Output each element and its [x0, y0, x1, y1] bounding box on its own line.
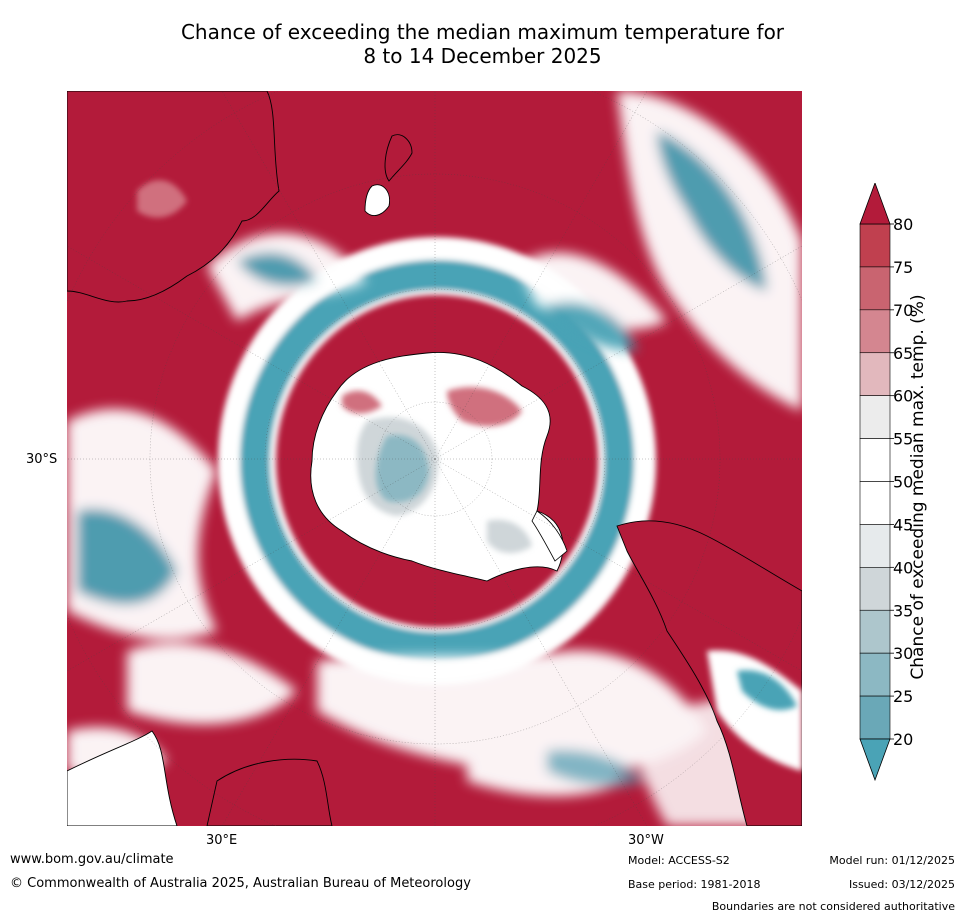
lat-label-30s: 30°S: [26, 452, 58, 467]
colorbar-band: [859, 524, 891, 568]
colorbar-band: [859, 395, 891, 439]
colorbar-tick-label: 80: [893, 215, 913, 234]
polar-map: [67, 91, 802, 826]
colorbar-tick-label: 55: [893, 430, 913, 449]
title-line-2: 8 to 14 December 2025: [363, 44, 602, 68]
colorbar-tick-label: 70: [893, 301, 913, 320]
footer-issued: Issued: 03/12/2025: [848, 878, 955, 891]
colorbar-bands: [859, 223, 891, 740]
new-zealand: [364, 134, 413, 217]
colorbar-top-triangle: [859, 183, 891, 225]
footer-model: Model: ACCESS-S2: [628, 854, 730, 867]
footer-disclaimer: Boundaries are not considered authoritat…: [711, 900, 955, 913]
colorbar-band: [859, 609, 891, 654]
colorbar-tick-label: 45: [893, 515, 913, 534]
colorbar-band: [859, 652, 891, 697]
title-line-1: Chance of exceeding the median maximum t…: [180, 20, 785, 44]
colorbar-band: [859, 438, 891, 482]
southern-ocean-ring: [218, 237, 656, 685]
colorbar-tick-label: 30: [893, 644, 913, 663]
colorbar-band: [859, 481, 891, 525]
colorbar-tick-label: 25: [893, 687, 913, 706]
footer-copyright: © Commonwealth of Australia 2025, Austra…: [10, 876, 471, 891]
antarctica: [310, 351, 568, 582]
colorbar-tick-label: 20: [893, 730, 913, 749]
colorbar-bottom-triangle: [859, 738, 891, 782]
colorbar-title: Chance of exceeding median max. temp. (%…: [908, 294, 928, 680]
footer-website-link[interactable]: www.bom.gov.au/climate: [10, 852, 174, 867]
africa-landmass: [67, 730, 333, 826]
lon-label-30e: 30°E: [206, 833, 238, 848]
south-america: [616, 520, 802, 826]
footer-model-run: Model run: 01/12/2025: [829, 854, 955, 867]
footer-base-period: Base period: 1981-2018: [628, 878, 761, 891]
outer-patchy-band: [67, 91, 802, 826]
colorbar-band: [859, 352, 891, 396]
colorbar-tick-label: 75: [893, 258, 913, 277]
colorbar-band: [859, 309, 891, 354]
graticule: [67, 91, 802, 826]
colorbar-tick-label: 40: [893, 558, 913, 577]
colorbar-tick-label: 60: [893, 387, 913, 406]
colorbar-tick-label: 35: [893, 601, 913, 620]
colorbar: 80 75 70 65 60 55 50 45 40 35 30 25 20: [859, 183, 913, 782]
colorbar-band: [859, 567, 891, 611]
colorbar-band: [859, 695, 891, 740]
colorbar-band: [859, 266, 891, 311]
australia-landmass: [67, 91, 280, 303]
colorbar-tick-label: 65: [893, 344, 913, 363]
lon-label-30w: 30°W: [628, 833, 664, 848]
colorbar-band: [859, 223, 891, 268]
colorbar-tick-label: 50: [893, 473, 913, 492]
chart-title: Chance of exceeding the median maximum t…: [0, 20, 965, 68]
colorbar-ticks: 80 75 70 65 60 55 50 45 40 35 30 25 20: [890, 215, 913, 749]
